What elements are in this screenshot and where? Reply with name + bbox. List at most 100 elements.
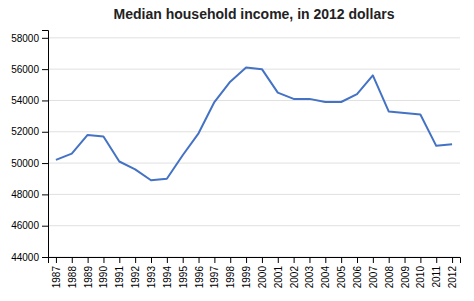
x-tick-mark	[135, 257, 136, 263]
x-tick-mark	[325, 257, 326, 263]
y-tick-mark	[42, 132, 48, 133]
x-tick: 1995	[178, 257, 189, 288]
x-tick: 2006	[352, 257, 363, 288]
y-tick-label: 44000	[11, 252, 39, 263]
title: Median household income, in 2012 dollars	[114, 6, 395, 22]
y-tick: 56000	[11, 64, 48, 75]
x-tick-mark	[119, 257, 120, 263]
x-tick-mark	[357, 257, 358, 263]
x-tick-mark	[452, 257, 453, 263]
line	[56, 68, 452, 181]
x-tick-mark	[151, 257, 152, 263]
y-tick-mark	[42, 163, 48, 164]
y-tick: 54000	[11, 95, 48, 106]
x-tick-mark	[183, 257, 184, 263]
x-tick: 1998	[225, 257, 236, 288]
x-tick-mark	[309, 257, 310, 263]
grid	[48, 38, 460, 257]
x-tick: 1993	[146, 257, 157, 288]
x-tick-mark	[436, 257, 437, 263]
x-tick-label: 2006	[352, 266, 363, 289]
x-tick: 2000	[257, 257, 268, 288]
x-tick-label: 1993	[146, 266, 157, 289]
x-tick: 2008	[384, 257, 395, 288]
x-tick: 2005	[336, 257, 347, 288]
y-tick: 52000	[11, 126, 48, 137]
x-tick: 1990	[98, 257, 109, 288]
x-tick-mark	[262, 257, 263, 263]
plot-area	[56, 68, 452, 181]
x-tick-mark	[405, 257, 406, 263]
x-tick: 2004	[320, 257, 331, 288]
x-tick: 2010	[415, 257, 426, 288]
y-tick: 44000	[11, 252, 48, 263]
x-tick-label: 1995	[178, 266, 189, 289]
x-tick: 2007	[368, 257, 379, 288]
x-tick-label: 2008	[384, 266, 395, 289]
x-tick: 1989	[83, 257, 94, 288]
y-tick: 58000	[11, 33, 48, 44]
y-tick: 46000	[11, 220, 48, 231]
x-tick-mark	[294, 257, 295, 263]
y-tick-label: 48000	[11, 189, 39, 200]
x-tick-mark	[88, 257, 89, 263]
x-tick-label: 1989	[83, 266, 94, 289]
x-tick-label: 1991	[114, 266, 125, 289]
x-tick: 1999	[241, 257, 252, 288]
y-axis: 44000 46000 48000 50000 52000 54000 56000 58000	[11, 31, 48, 263]
y-tick-mark	[42, 69, 48, 70]
x-tick-label: 2010	[415, 266, 426, 289]
y-tick-label: 46000	[11, 220, 39, 231]
x-tick-label: 1994	[162, 266, 173, 289]
y-tick-label: 52000	[11, 126, 39, 137]
x-tick-label: 2007	[368, 266, 379, 289]
y-axis-line	[42, 31, 49, 258]
x-tick-mark	[214, 257, 215, 263]
y-tick-mark	[42, 194, 48, 195]
x-tick-label: 2012	[447, 266, 458, 289]
x-tick-label: 2002	[289, 266, 300, 289]
grid-line	[48, 131, 460, 132]
x-tick-label: 2005	[336, 266, 347, 289]
x-tick-label: 1998	[225, 266, 236, 289]
y-tick-label: 54000	[11, 95, 39, 106]
y-tick: 50000	[11, 158, 48, 169]
x-tick-mark	[72, 257, 73, 263]
grid-line	[48, 225, 460, 226]
x-tick: 2001	[273, 257, 284, 288]
x-tick: 2003	[304, 257, 315, 288]
x-tick: 1997	[209, 257, 220, 288]
x-tick-mark	[56, 257, 57, 263]
grid-line	[48, 194, 460, 195]
x-tick-label: 1990	[98, 266, 109, 289]
y-tick-mark	[42, 38, 48, 39]
x-tick-label: 2009	[400, 266, 411, 289]
x-tick: 1991	[114, 257, 125, 288]
y-tick-label: 50000	[11, 158, 39, 169]
x-tick-mark	[103, 257, 104, 263]
grid-line	[48, 100, 460, 101]
x-tick-mark	[341, 257, 342, 263]
x-tick: 2002	[289, 257, 300, 288]
x-tick-label: 1997	[209, 266, 220, 289]
y-tick: 48000	[11, 189, 48, 200]
x-tick: 1994	[162, 257, 173, 288]
x-tick-mark	[230, 257, 231, 263]
x-axis: 1987 1988 1989 1990 1991 1992 1993 1994 1995 1996…	[49, 257, 461, 288]
chart: 1987 1988 1989 1990 1991 1992 1993 1994 1995 1996…	[0, 0, 474, 301]
x-tick-label: 1987	[51, 266, 62, 289]
x-tick-label: 2000	[257, 266, 268, 289]
y-tick-mark	[42, 100, 48, 101]
x-tick: 1988	[67, 257, 78, 288]
y-tick-mark	[42, 226, 48, 227]
x-tick: 1996	[194, 257, 205, 288]
x-tick-mark	[278, 257, 279, 263]
x-tick-label: 1988	[67, 266, 78, 289]
x-tick: 2011	[431, 257, 442, 288]
x-tick: 1992	[130, 257, 141, 288]
x-tick-label: 2004	[320, 266, 331, 289]
grid-line	[48, 37, 460, 38]
x-tick: 2009	[400, 257, 411, 288]
x-tick-label: 2003	[304, 266, 315, 289]
x-tick-mark	[199, 257, 200, 263]
